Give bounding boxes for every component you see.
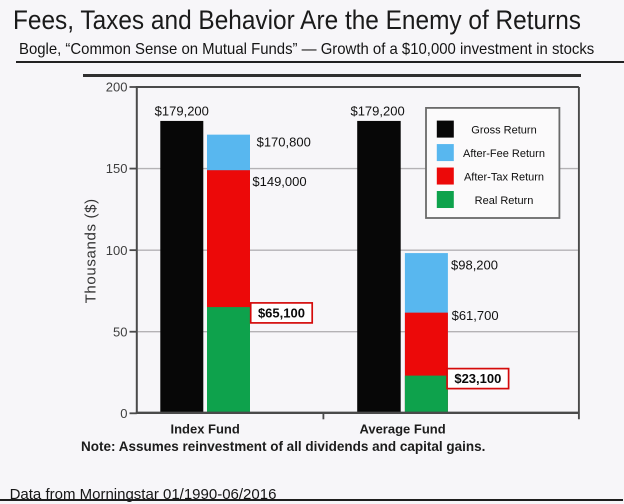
legend-swatch-gross-return bbox=[436, 120, 454, 138]
data-source: Data from Morningstar 01/1990-06/2016 bbox=[9, 486, 277, 503]
category-label-average-fund: Average Fund bbox=[359, 421, 445, 436]
legend-swatch-real-return bbox=[436, 191, 454, 209]
bottom-rule bbox=[0, 499, 623, 502]
legend-label-after-fee-return: After-Fee Return bbox=[463, 148, 545, 160]
value-label-gross-return-index-fund: $179,200 bbox=[155, 104, 209, 119]
legend-label-real-return: Real Return bbox=[475, 195, 534, 207]
y-tick-label-50: 50 bbox=[113, 324, 127, 339]
legend-swatch-after-fee-return bbox=[436, 144, 454, 162]
bar-gross-return-index-fund bbox=[160, 120, 204, 414]
highlight-box-average-fund bbox=[446, 367, 510, 390]
y-tick-label-200: 200 bbox=[106, 80, 128, 95]
value-label-after-fee-return-index-fund: $170,800 bbox=[257, 135, 311, 150]
value-label-gross-return-average-fund: $179,200 bbox=[350, 104, 404, 119]
slide-title: Fees, Taxes and Behavior Are the Enemy o… bbox=[13, 4, 581, 35]
value-label-real-return-average-fund: $23,100 bbox=[454, 371, 501, 386]
value-label-after-tax-return-average-fund: $61,700 bbox=[452, 308, 499, 323]
category-label-index-fund: Index Fund bbox=[170, 421, 239, 436]
chart-note: Note: Assumes reinvestment of all divide… bbox=[81, 439, 486, 455]
value-label-after-fee-return-average-fund: $98,200 bbox=[451, 257, 498, 272]
y-tick-label-150: 150 bbox=[106, 161, 128, 176]
y-tick-label-0: 0 bbox=[120, 406, 127, 421]
highlight-box-index-fund bbox=[249, 302, 314, 324]
bar-real-return-average-fund bbox=[404, 375, 448, 414]
slide-subtitle: Bogle, “Common Sense on Mutual Funds” — … bbox=[19, 41, 595, 59]
bar-real-return-index-fund bbox=[207, 307, 250, 414]
legend-label-gross-return: Gross Return bbox=[471, 125, 536, 137]
chart-top-rule bbox=[82, 73, 581, 77]
subtitle-rule bbox=[16, 61, 624, 64]
legend-label-after-tax-return: After-Tax Return bbox=[464, 172, 544, 184]
value-label-real-return-index-fund: $65,100 bbox=[258, 305, 305, 320]
bar-gross-return-average-fund bbox=[357, 120, 401, 414]
value-label-after-tax-return-index-fund: $149,000 bbox=[252, 174, 306, 189]
y-tick-label-100: 100 bbox=[106, 243, 128, 258]
legend-swatch-after-tax-return bbox=[436, 167, 454, 185]
y-axis-title: Thousands ($) bbox=[83, 198, 100, 303]
